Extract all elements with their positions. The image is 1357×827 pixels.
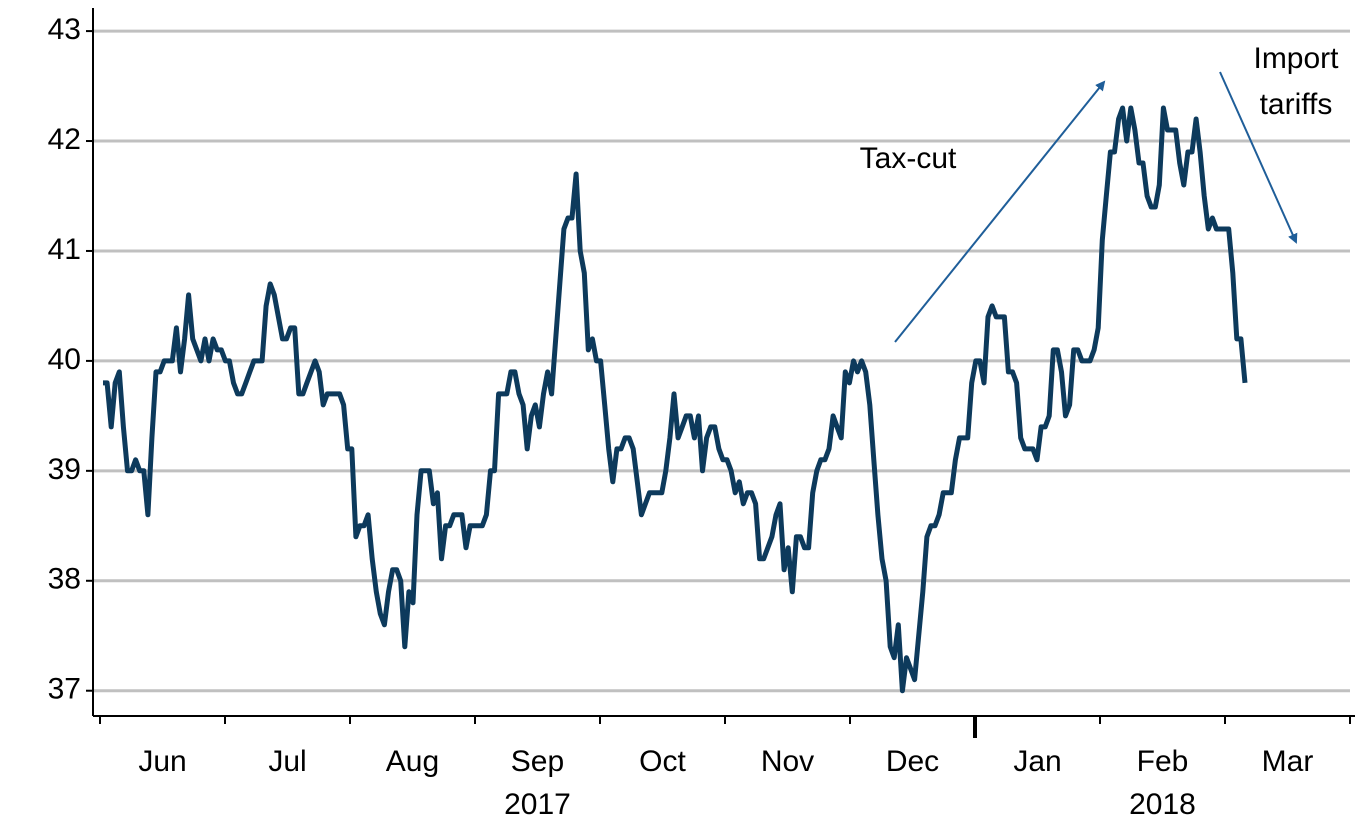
x-tick-label: Sep	[511, 745, 564, 778]
x-tick-label: Dec	[886, 745, 939, 778]
y-tick-label: 39	[48, 453, 81, 486]
x-tick-label: Jan	[1013, 745, 1061, 778]
x-tick-label: Mar	[1262, 745, 1314, 778]
x-tick-label: Aug	[386, 745, 439, 778]
x-tick-label: Feb	[1137, 745, 1189, 778]
year-label: 2018	[1129, 788, 1196, 821]
y-tick-label: 43	[48, 13, 81, 46]
annotation: tariffs	[1260, 88, 1333, 121]
x-tick-label: Oct	[639, 745, 686, 778]
annotation-arrow	[1219, 71, 1298, 244]
series-line	[103, 105, 1248, 694]
x-tick-label: Nov	[761, 745, 814, 778]
annotation-arrow	[894, 80, 1106, 343]
x-tick-label: Jun	[138, 745, 186, 778]
x-tick-label: Jul	[268, 745, 306, 778]
y-tick-label: 37	[48, 673, 81, 706]
annotation: Tax-cut	[860, 142, 957, 175]
y-tick-label: 42	[48, 123, 81, 156]
y-tick-label: 40	[48, 343, 81, 376]
year-label: 2017	[504, 788, 571, 821]
y-tick-label: 38	[48, 563, 81, 596]
annotation: Import	[1253, 42, 1339, 75]
y-tick-label: 41	[48, 233, 81, 266]
